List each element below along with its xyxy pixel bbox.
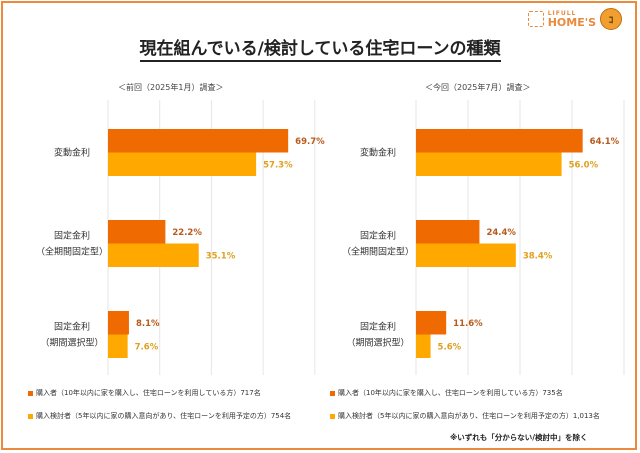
data-label: 22.2% [172,228,202,238]
data-label: 38.4% [523,251,553,261]
bar [416,243,516,267]
page-title-text: 現在組んでいる/検討している住宅ローンの種類 [139,39,501,62]
category-label: 変動金利 [54,147,90,159]
data-label: 5.6% [438,342,462,352]
bar [108,220,166,244]
right-chart-title: ＜今回（2025年7月）調査＞ [425,83,531,92]
legend-left-purchaser: 購入者（10年以内に家を購入し、住宅ローンを利用している方）717名 [28,388,261,398]
legend-label: 購入検討者（5年以内に家の購入意向があり、住宅ローンを利用予定の方）1,013名 [338,412,600,420]
legend-right-considering: 購入検討者（5年以内に家の購入意向があり、住宅ローンを利用予定の方）1,013名 [330,411,600,421]
category-label: （期間選択型） [40,337,103,349]
data-label: 35.1% [206,251,236,261]
data-label: 69.7% [295,137,325,147]
legend-label: 購入検討者（5年以内に家の購入意向があり、住宅ローンを利用予定の方）754名 [36,412,292,420]
legend-swatch-considering [330,413,335,419]
bar [416,152,562,176]
category-label: 固定金利 [360,321,396,333]
logo-line2: HOME'S [547,15,596,29]
legend-swatch-considering [28,413,33,419]
bar [416,334,431,358]
legend-right-purchaser: 購入者（10年以内に家を購入し、住宅ローンを利用している方）735名 [330,388,563,398]
footnote: ※いずれも「分からない/検討中」を除く [450,433,588,442]
category-label: 固定金利 [360,230,396,242]
house-icon [527,11,544,27]
category-label: （期間選択型） [346,337,409,349]
legend-label: 購入者（10年以内に家を購入し、住宅ローンを利用している方）717名 [36,389,261,397]
bar [108,152,257,176]
category-label: 固定金利 [54,230,90,242]
logo-line1: LIFULL [547,9,577,17]
data-label: 64.1% [590,137,620,147]
category-label: （全期間固定型） [342,246,414,258]
bar [108,129,289,153]
category-label: 固定金利 [54,321,90,333]
data-label: 24.4% [486,228,516,238]
bar [108,243,199,267]
legend-swatch-purchaser [28,390,33,396]
data-label: 8.1% [136,319,160,329]
data-label: 57.3% [263,160,293,170]
bar [416,129,583,153]
bar [416,220,480,244]
legend-left-considering: 購入検討者（5年以内に家の購入意向があり、住宅ローンを利用予定の方）754名 [28,411,291,421]
legend-label: 購入者（10年以内に家を購入し、住宅ローンを利用している方）735名 [338,389,563,397]
bar [416,311,447,335]
bar [108,334,128,358]
category-label: 変動金利 [360,147,396,159]
category-label: （全期間固定型） [36,246,108,258]
bar [108,311,129,335]
legend-swatch-purchaser [330,390,335,396]
left-chart-title: ＜前回（2025年1月）調査＞ [118,83,224,92]
data-label: 11.6% [453,319,483,329]
page-title: 現在組んでいる/検討している住宅ローンの種類 [0,34,640,62]
data-label: 7.6% [135,342,159,352]
data-label: 56.0% [569,160,599,170]
lifull-homes-logo: LIFULL HOME'S ｺ [527,8,622,30]
mascot-icon: ｺ [600,8,622,30]
